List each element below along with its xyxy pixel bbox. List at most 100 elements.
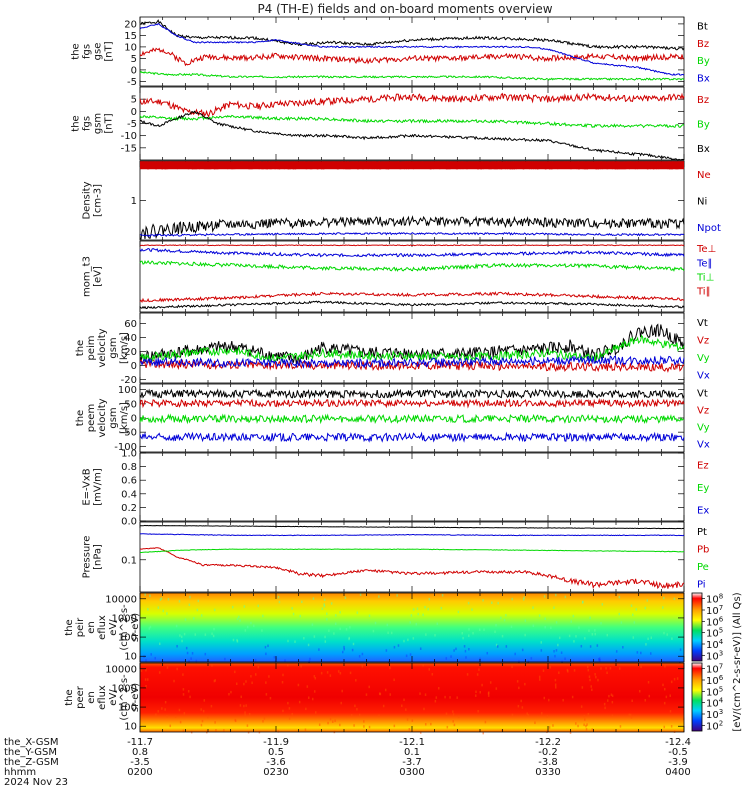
legend-fgs_gse-0: Bt [697,22,708,33]
legend-peim_velocity-3: Vx [697,370,710,381]
footer-label: the_X-GSM [4,737,58,748]
ytick-label: -100 [114,442,137,453]
frame-efield [139,452,685,522]
panel-peer_eflux: 10000 1000 100 10 the peer en eflux eV/(cm^2-s-s… [64,662,685,735]
footer-value: -0.5 [668,747,688,758]
ytick-label: 1000 [112,683,137,694]
ylabel-line: gsm [108,337,119,358]
ylabel-line: Density [82,181,93,219]
legend-fgs_gsm-1: By [697,120,710,131]
ytick-label: 1 [131,196,137,207]
ytick-label: 60 [124,319,137,330]
series-peem_velocity-0 [139,388,685,400]
panel-peim_velocity: 60 40 20 0 -20 the peim velocity gsm [km/s] Vt Vz Vy… [75,312,710,386]
ylabel-line: the [64,689,75,705]
ytick-label: 100 [118,385,137,396]
heatmap-peir_eflux [140,593,684,662]
panel-peir_eflux: 10000 1000 100 10 the peir en eflux eV/(cm^2-s-s… [64,592,685,665]
colorbar-label: [eV/(cm^2-s-sr-eV)] (All Qs) [732,592,743,731]
footer-value: -12.1 [399,737,425,748]
legend-fgs_gsm-2: Bx [697,144,710,155]
legend-peim_velocity-0: Vt [697,318,708,329]
ylabel-line: (cm^2-s- [119,604,130,651]
series-fgs_gse-3 [139,22,685,76]
series-peim_velocity-1 [139,358,685,373]
series-pressure-0 [140,524,685,530]
panel-mom_t3: mom_t3 [eV] Te⊥ Te∥ Ti⊥ Ti∥ [82,240,716,313]
footer-date: 2024 Nov 23 [4,777,68,788]
series-density-2 [139,232,685,238]
ytick-label: -10 [121,131,137,142]
colorbar-2 [691,662,703,732]
series-pressure-1 [140,547,685,590]
ylabel-line: peim [86,335,97,360]
ylabel-line: the [64,619,75,635]
series-fgs_gsm-1 [139,114,685,129]
ytick-label: 15 [124,31,137,42]
ytick-label: 1000 [112,613,137,624]
ytick-label: 10 [124,722,137,733]
panel-efield: 1.0 0.8 0.6 0.4 0.2 0.0 E=-VxB [mV/m] Ez Ey Ex [82,449,710,528]
series-fgs_gse-0 [139,19,685,51]
footer-value: 0230 [263,767,288,778]
legend-fgs_gse-2: By [697,56,710,67]
footer-value: -3.9 [668,757,688,768]
colorbar-tick: 103 [706,649,723,662]
footer-value: 0300 [399,767,424,778]
ylabel-line: (cm^2-s- [119,674,130,721]
ylabel-line: eV/ [108,619,119,636]
ylabel-line: [cm-3] [93,184,104,217]
legend-mom_t3-0: Te⊥ [696,244,716,255]
ytick-label: 0.8 [121,462,137,473]
ylabel-line: [nT] [104,113,115,133]
legend-density-1: Ni [697,197,707,208]
legend-peem_velocity-1: Vz [697,406,709,417]
ylabel-line: the [75,340,86,356]
footer-value: -12.2 [535,737,561,748]
legend-pressure-3: Pi [697,579,706,590]
legend-efield-0: Ez [697,460,709,471]
panel-pressure: 0.1 Pressure [nPa] Pt Pb Pe Pi [82,521,709,593]
footer-value: -3.7 [402,757,422,768]
ytick-label: 10 [124,652,137,663]
ytick-label: -5 [127,119,137,130]
footer-value: 0.1 [404,747,420,758]
ylabel-line: peer [75,685,86,709]
ytick-label: -50 [121,428,137,439]
ytick-label: 0 [131,65,137,76]
series-pressure-2 [140,548,685,553]
ytick-label: 5 [131,95,137,106]
legend-peem_velocity-3: Vx [697,440,710,451]
ylabel-line: [mV/m] [93,468,104,506]
footer-value: 0.5 [268,747,284,758]
series-mom_t3-0 [139,244,685,247]
frame-peim_velocity [139,312,685,384]
legend-fgs_gsm-0: Bz [697,95,709,106]
legend-peim_velocity-2: Vy [697,353,710,364]
series-fgs_gsm-2 [139,110,685,161]
footer-value: 0400 [665,767,690,778]
ylabel-line: the [75,410,86,426]
legend-fgs_gse-1: Bz [697,39,709,50]
ylabel-line: gsm [108,407,119,428]
series-peim_velocity-0 [139,323,685,365]
footer-value: -11.9 [263,737,289,748]
legend-density-0: Ne [697,170,711,181]
ylabel-line: en [86,621,97,634]
ytick-label: 20 [124,347,137,358]
ylabel-line: sr-eV) [130,683,141,712]
ylabel-line: [km/s] [119,402,130,434]
legend-efield-2: Ex [697,506,709,517]
legend-mom_t3-1: Te∥ [696,258,713,269]
legend-efield-1: Ey [697,483,709,494]
ylabel-line: [nPa] [93,544,104,570]
footer-label: hhmm [4,767,36,778]
ytick-label: 50 [124,399,137,410]
footer-value: 0330 [535,767,560,778]
ylabel-line: mom_t3 [82,256,93,297]
series-peim_velocity-3 [139,354,685,369]
series-density-1 [139,215,685,240]
